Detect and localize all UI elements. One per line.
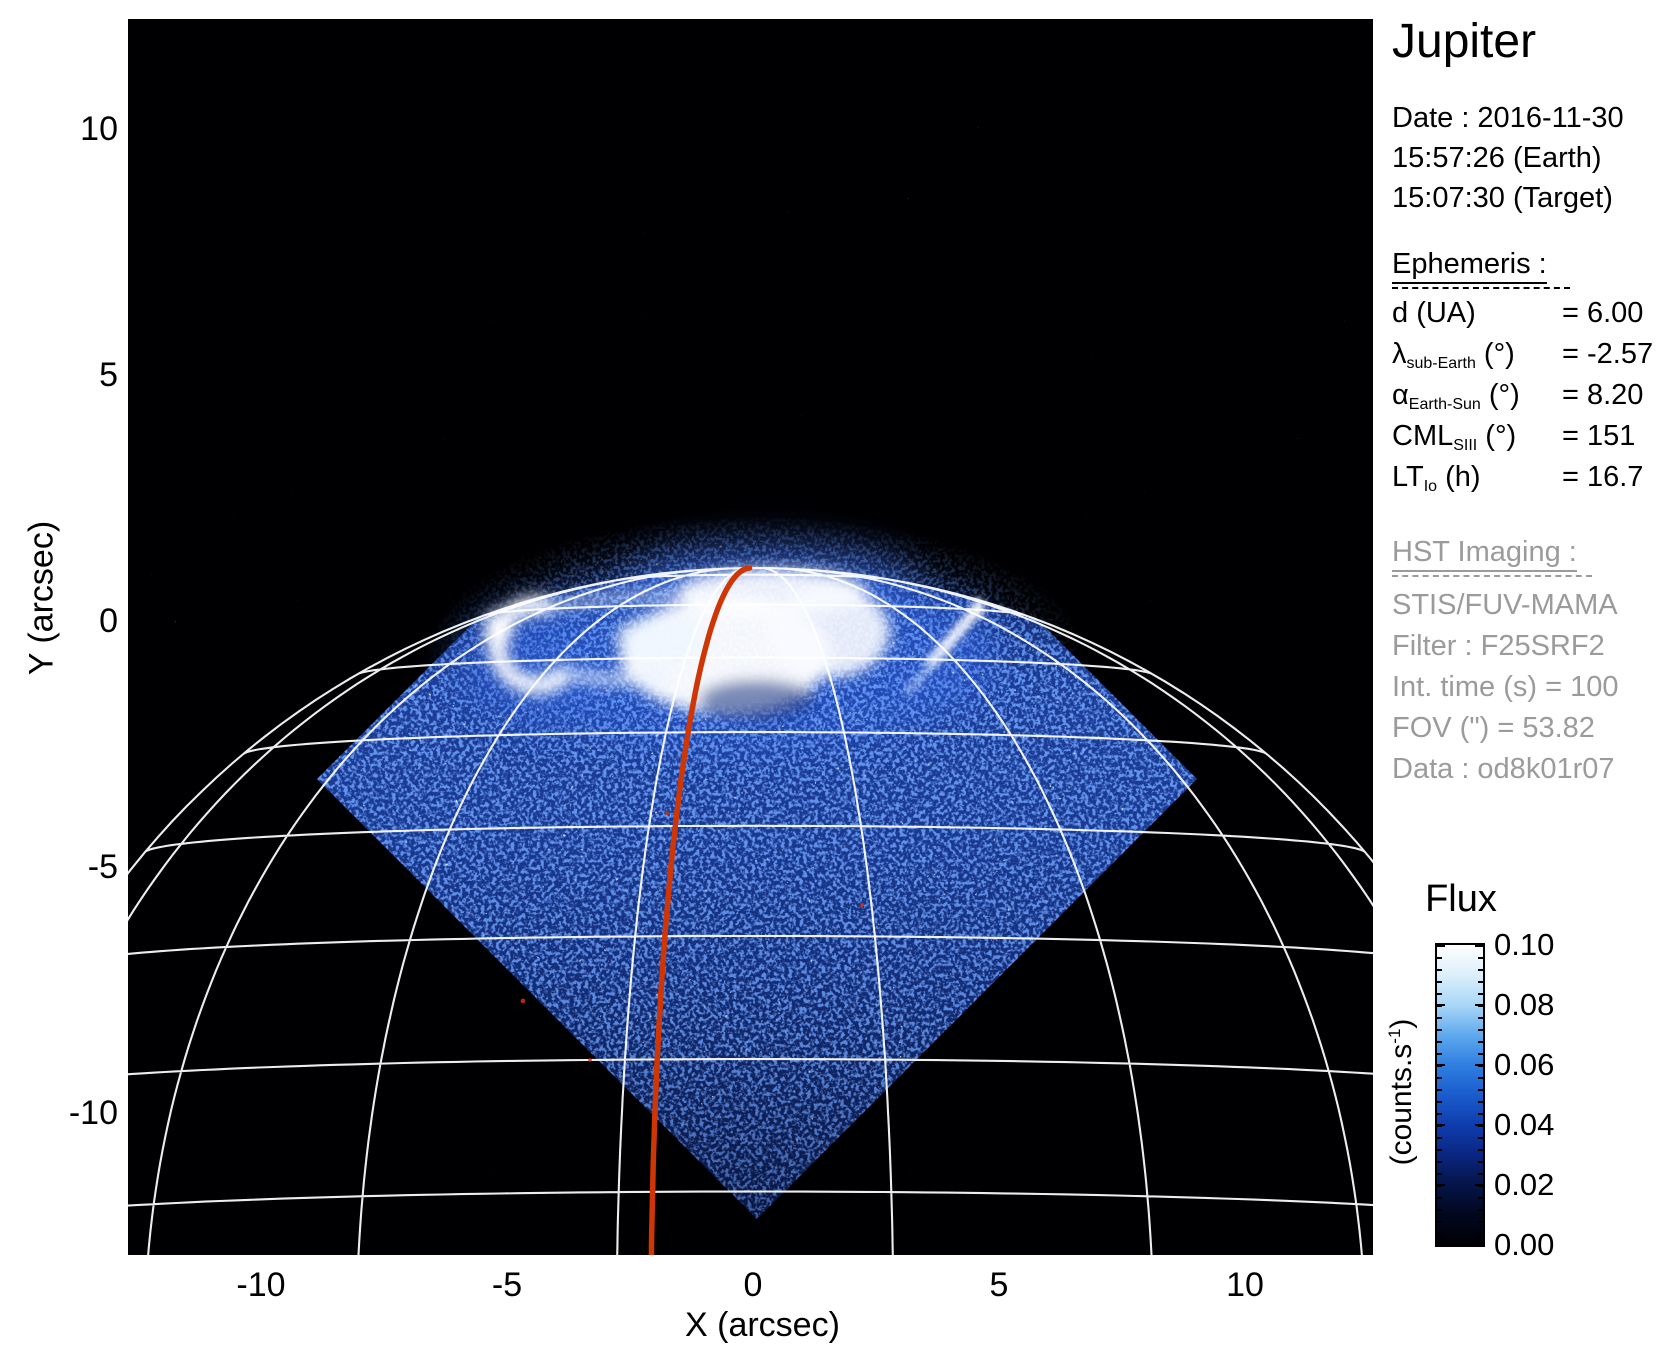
- planet-graticule: [128, 566, 1373, 1255]
- ephemeris-quantity: CMLSIII (°): [1392, 420, 1517, 454]
- red-meridian-track: [648, 565, 753, 1255]
- y-tick-label--10: -10: [68, 1094, 118, 1132]
- ephemeris-heading-dashes: [1392, 287, 1570, 289]
- x-tick-label-0: 0: [743, 1266, 763, 1304]
- x-tick-label-10: 10: [1226, 1266, 1264, 1304]
- y-tick-label-0: 0: [99, 602, 118, 640]
- ephemeris-row-4: LTIo (h) = 16.7: [1392, 461, 1653, 502]
- colorbar-tick: [1437, 1239, 1445, 1241]
- x-axis-label: X (arcsec): [685, 1306, 840, 1344]
- colorbar-tick: [1437, 1064, 1445, 1066]
- ephemeris-block: Ephemeris : d (UA) = 6.00 λsub-Earth (°) = …: [1392, 248, 1653, 502]
- aurora-secondary-arc: [904, 599, 984, 696]
- colorbar-tick: [1437, 1184, 1445, 1186]
- ephemeris-row-1: λsub-Earth (°) = -2.57: [1392, 338, 1653, 379]
- y-tick-label-5: 5: [99, 356, 118, 394]
- colorbar-tick: [1475, 945, 1483, 947]
- hot-pixel-specks: [520, 811, 864, 1062]
- colorbar-minor-ticks-left: [1437, 945, 1442, 1245]
- ephemeris-value: = 6.00: [1562, 297, 1644, 329]
- colorbar-unit-sup: -1: [1385, 1028, 1404, 1044]
- colorbar-tick: [1437, 1004, 1445, 1006]
- y-tick-label--5: -5: [87, 848, 118, 886]
- y-axis-label: Y (arcsec): [22, 520, 61, 676]
- y-tick-label-10: 10: [80, 110, 118, 148]
- colorbar-tick-label-0.02: 0.02: [1494, 1167, 1555, 1202]
- observation-time-target: 15:07:30 (Target): [1392, 182, 1613, 214]
- ephemeris-row-3: CMLSIII (°) = 151: [1392, 420, 1653, 461]
- colorbar-unit-label: (counts.s-1): [1385, 1019, 1419, 1166]
- ephemeris-row-2: αEarth-Sun (°) = 8.20: [1392, 379, 1653, 420]
- ephemeris-quantity: LTIo (h): [1392, 461, 1481, 495]
- ephemeris-quantity: d (UA): [1392, 297, 1476, 329]
- colorbar-unit-pre: (counts.s: [1385, 1043, 1418, 1166]
- observation-block: Date : 2016-11-30 15:57:26 (Earth) 15:07…: [1392, 98, 1624, 218]
- colorbar-tick-label-0.04: 0.04: [1494, 1107, 1555, 1142]
- colorbar-tick: [1475, 1184, 1483, 1186]
- ephemeris-row-0: d (UA) = 6.00: [1392, 297, 1653, 338]
- observation-time-earth: 15:57:26 (Earth): [1392, 142, 1602, 174]
- colorbar-tick: [1475, 1004, 1483, 1006]
- x-tick-label-5: 5: [989, 1266, 1009, 1304]
- colorbar-title: Flux: [1425, 878, 1497, 920]
- hst-heading-dashes: [1392, 575, 1592, 577]
- ephemeris-quantity: αEarth-Sun (°): [1392, 379, 1520, 413]
- hst-line-0: STIS/FUV-MAMA: [1392, 589, 1618, 621]
- colorbar-tick-label-0.06: 0.06: [1494, 1047, 1555, 1082]
- colorbar: [1435, 943, 1485, 1247]
- ephemeris-value: = 8.20: [1562, 379, 1644, 411]
- colorbar-tick: [1475, 1064, 1483, 1066]
- ephemeris-rows: d (UA) = 6.00 λsub-Earth (°) = -2.57 αEarth-…: [1392, 297, 1653, 502]
- hst-line-3: FOV (") = 53.82: [1392, 712, 1595, 744]
- colorbar-tick: [1437, 945, 1445, 947]
- hst-line-4: Data : od8k01r07: [1392, 753, 1615, 785]
- colorbar-tick-label-0.10: 0.10: [1494, 927, 1555, 962]
- hst-line-1: Filter : F25SRF2: [1392, 630, 1605, 662]
- colorbar-tick-label-0.00: 0.00: [1494, 1227, 1555, 1262]
- colorbar-tick-label-0.08: 0.08: [1494, 987, 1555, 1022]
- hst-imaging-block: HST Imaging : STIS/FUV-MAMA Filter : F25S…: [1392, 536, 1618, 790]
- colorbar-minor-ticks-right: [1478, 945, 1483, 1245]
- ephemeris-value: = 16.7: [1562, 461, 1644, 493]
- ephemeris-heading: Ephemeris :: [1392, 248, 1547, 284]
- observation-date: Date : 2016-11-30: [1392, 102, 1624, 134]
- hst-lines: STIS/FUV-MAMA Filter : F25SRF2 Int. time (…: [1392, 585, 1618, 790]
- colorbar-tick: [1475, 1239, 1483, 1241]
- colorbar-tick: [1475, 1124, 1483, 1126]
- colorbar-tick: [1437, 1124, 1445, 1126]
- hst-heading: HST Imaging :: [1392, 536, 1577, 572]
- x-tick-label--10: -10: [236, 1266, 286, 1304]
- aurora-western-hook: [488, 596, 569, 695]
- aurora-dark-lane: [699, 680, 815, 720]
- hst-line-2: Int. time (s) = 100: [1392, 671, 1619, 703]
- ephemeris-quantity: λsub-Earth (°): [1392, 338, 1515, 372]
- x-tick-label--5: -5: [491, 1266, 523, 1304]
- ephemeris-value: = 151: [1562, 420, 1636, 452]
- colorbar-unit-post: ): [1385, 1018, 1418, 1029]
- page-title: Jupiter: [1392, 15, 1537, 68]
- ephemeris-value: = -2.57: [1562, 338, 1654, 370]
